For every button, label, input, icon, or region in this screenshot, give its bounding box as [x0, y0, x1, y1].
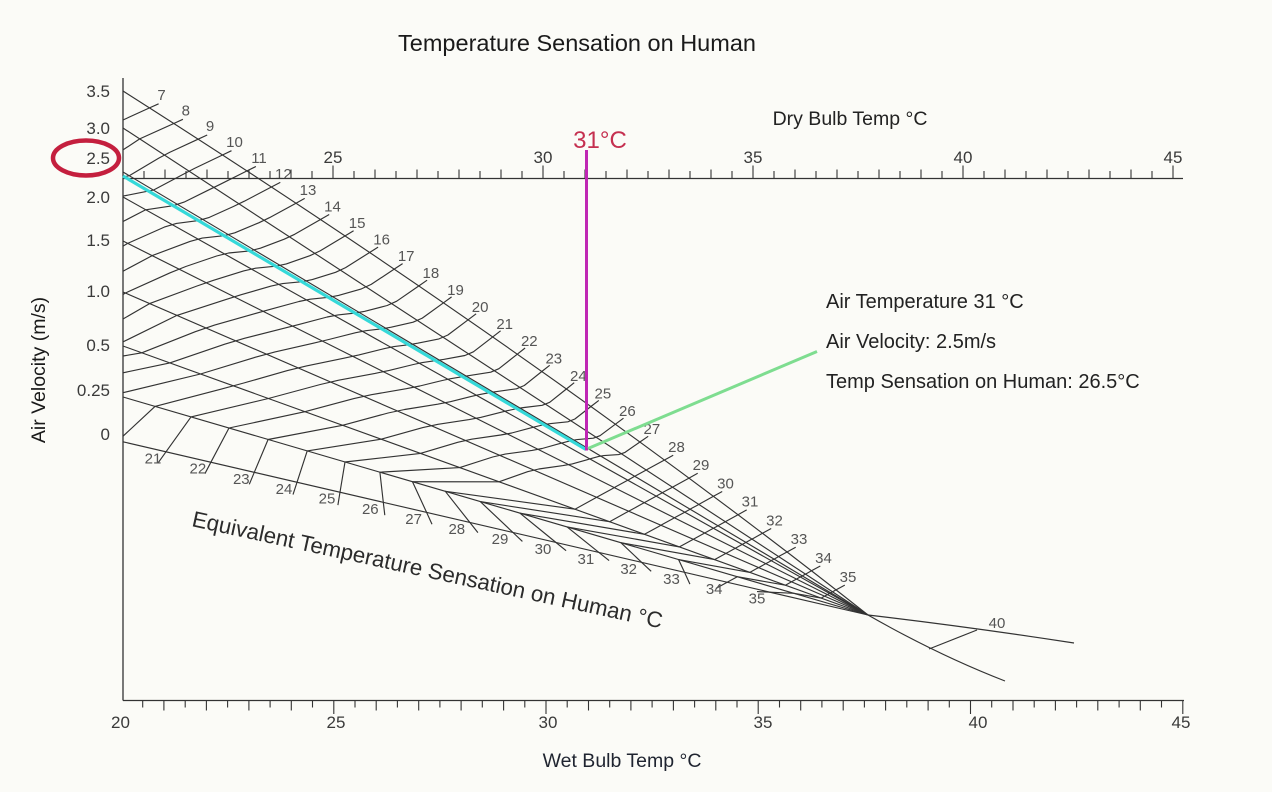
svg-text:33: 33	[663, 571, 680, 588]
svg-text:16: 16	[373, 232, 390, 249]
svg-text:15: 15	[349, 215, 366, 232]
svg-text:27: 27	[644, 421, 661, 438]
svg-text:12: 12	[275, 166, 292, 183]
svg-text:35: 35	[744, 148, 763, 167]
svg-text:31: 31	[742, 494, 759, 511]
svg-text:32: 32	[766, 512, 783, 529]
svg-text:17: 17	[398, 248, 415, 265]
svg-text:40: 40	[969, 713, 988, 732]
svg-text:25: 25	[327, 713, 346, 732]
svg-text:19: 19	[447, 282, 464, 299]
svg-text:11: 11	[251, 150, 267, 167]
svg-text:20: 20	[111, 713, 130, 732]
svg-text:28: 28	[668, 439, 685, 456]
svg-text:33: 33	[791, 531, 808, 548]
svg-text:14: 14	[324, 199, 341, 216]
svg-text:Temperature Sensation on Human: Temperature Sensation on Human	[398, 30, 756, 56]
svg-text:25: 25	[595, 386, 612, 403]
svg-text:Temp Sensation on Human: 26.5°: Temp Sensation on Human: 26.5°C	[826, 371, 1140, 393]
svg-text:30: 30	[539, 713, 558, 732]
svg-text:8: 8	[182, 103, 190, 120]
svg-text:29: 29	[693, 457, 710, 474]
svg-text:Air Velocity (m/s): Air Velocity (m/s)	[28, 297, 50, 443]
svg-text:32: 32	[620, 561, 637, 578]
svg-text:31°C: 31°C	[573, 127, 627, 154]
svg-text:30: 30	[717, 475, 734, 492]
svg-text:29: 29	[492, 531, 509, 548]
svg-text:34: 34	[706, 581, 723, 598]
svg-text:27: 27	[405, 511, 422, 528]
svg-text:1.5: 1.5	[86, 231, 110, 250]
svg-text:3.0: 3.0	[86, 119, 110, 138]
svg-text:1.0: 1.0	[86, 282, 110, 301]
svg-text:40: 40	[954, 148, 973, 167]
svg-text:35: 35	[749, 591, 766, 608]
svg-text:18: 18	[423, 265, 440, 282]
svg-text:45: 45	[1164, 148, 1183, 167]
svg-text:25: 25	[319, 491, 336, 508]
svg-text:21: 21	[496, 316, 513, 333]
svg-text:35: 35	[754, 713, 773, 732]
svg-text:13: 13	[300, 182, 317, 199]
svg-text:22: 22	[521, 333, 538, 350]
svg-text:40: 40	[989, 615, 1006, 632]
svg-text:34: 34	[815, 550, 832, 567]
svg-text:28: 28	[448, 521, 465, 538]
svg-text:35: 35	[840, 569, 857, 586]
svg-text:26: 26	[362, 501, 379, 518]
svg-text:Air Temperature 31 °C: Air Temperature 31 °C	[826, 291, 1024, 313]
svg-text:31: 31	[578, 551, 595, 568]
svg-text:20: 20	[472, 299, 489, 316]
svg-text:0.5: 0.5	[86, 336, 110, 355]
svg-text:24: 24	[276, 481, 293, 498]
svg-text:45: 45	[1172, 713, 1191, 732]
svg-text:30: 30	[535, 541, 552, 558]
svg-text:25: 25	[324, 148, 343, 167]
svg-text:26: 26	[619, 403, 636, 420]
svg-text:2.0: 2.0	[86, 188, 110, 207]
svg-text:24: 24	[570, 368, 587, 385]
svg-text:9: 9	[206, 118, 214, 135]
svg-text:2.5: 2.5	[86, 149, 110, 168]
svg-text:Dry Bulb Temp °C: Dry Bulb Temp °C	[773, 108, 928, 130]
svg-text:23: 23	[545, 351, 562, 368]
svg-text:0: 0	[101, 425, 110, 444]
svg-text:Wet Bulb Temp °C: Wet Bulb Temp °C	[543, 750, 702, 772]
svg-text:0.25: 0.25	[77, 381, 110, 400]
svg-text:21: 21	[145, 450, 162, 467]
svg-text:22: 22	[190, 461, 207, 478]
svg-text:Air Velocity: 2.5m/s: Air Velocity: 2.5m/s	[826, 331, 996, 353]
svg-text:30: 30	[534, 148, 553, 167]
svg-text:7: 7	[157, 87, 165, 104]
svg-text:10: 10	[226, 134, 243, 151]
svg-text:23: 23	[233, 471, 250, 488]
svg-text:3.5: 3.5	[86, 82, 110, 101]
